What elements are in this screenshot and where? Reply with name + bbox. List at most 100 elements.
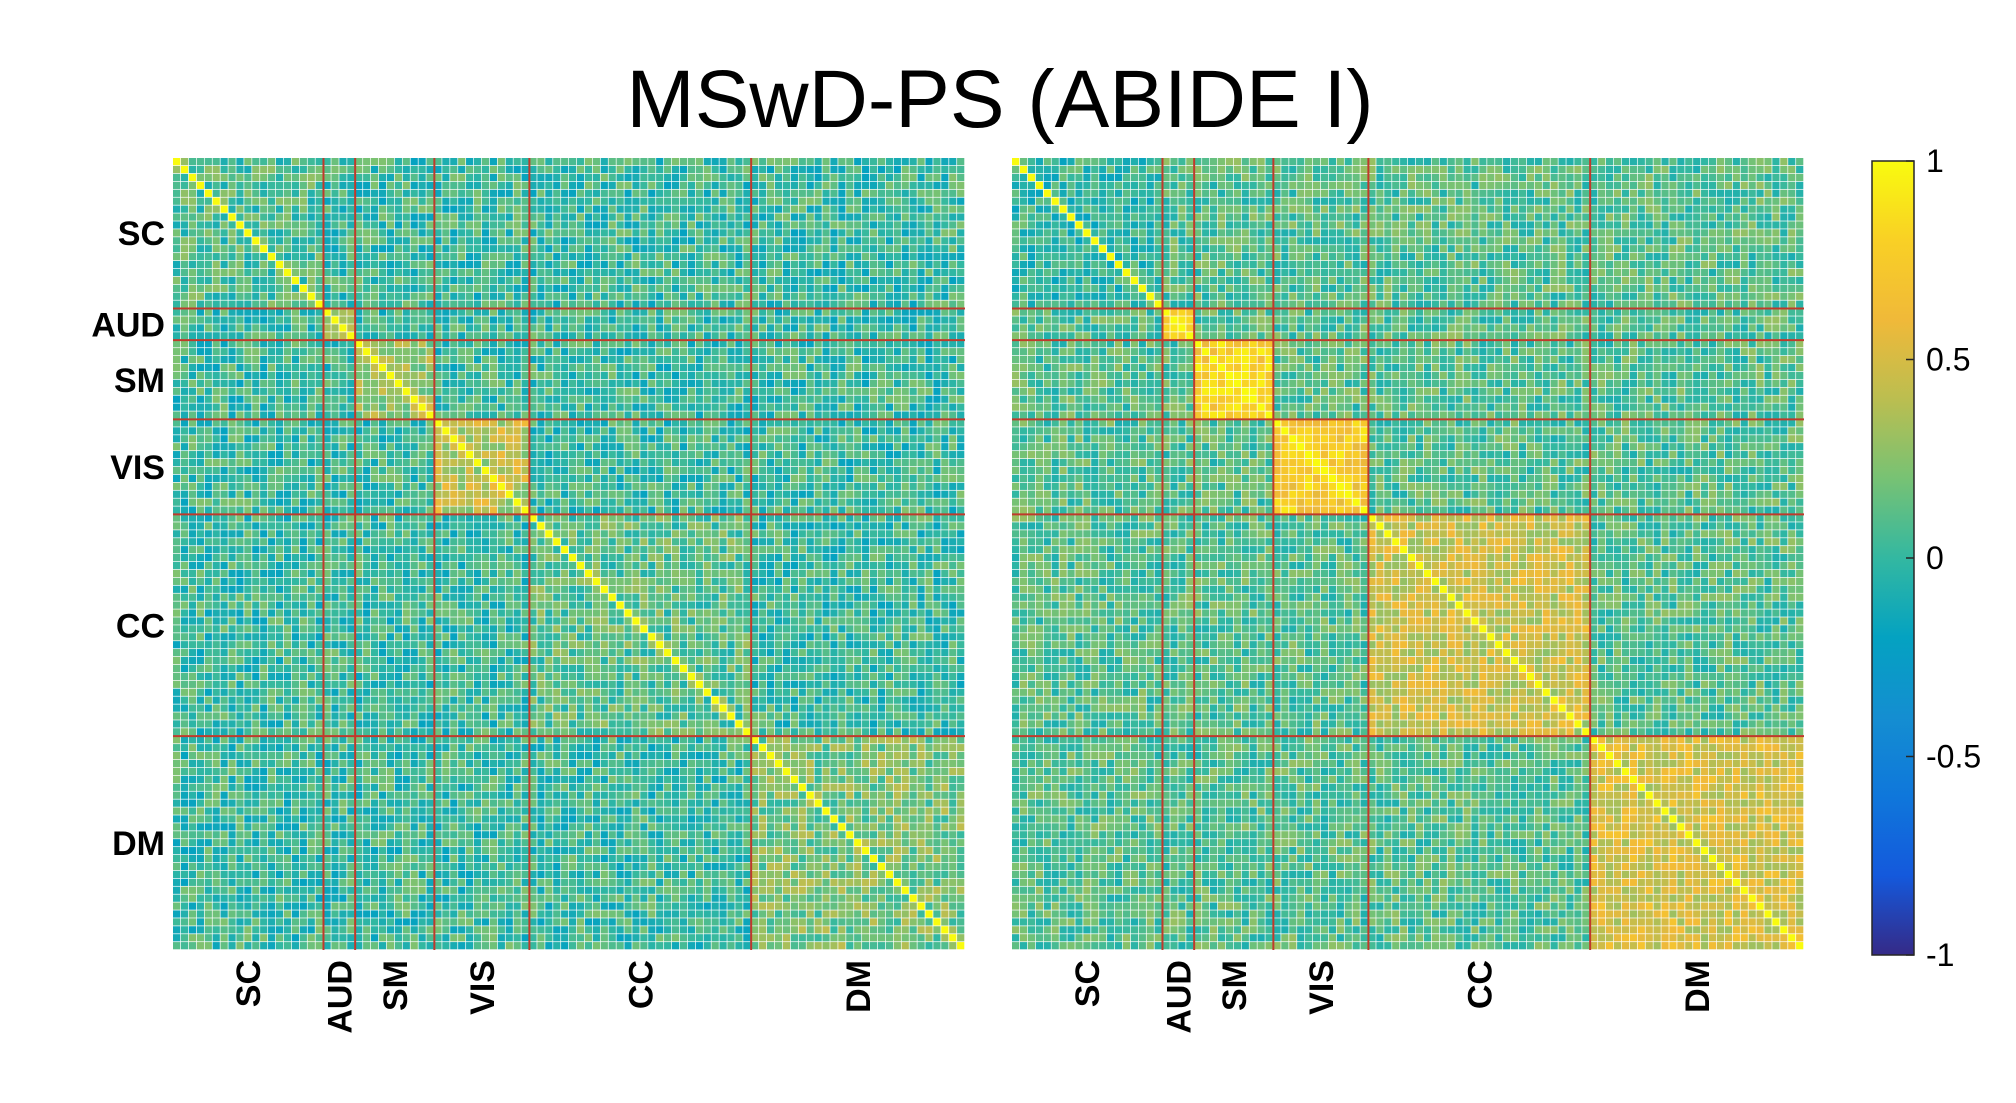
heatmap-cell (767, 538, 775, 546)
heatmap-cell (458, 458, 466, 467)
heatmap-cell (394, 324, 402, 332)
heatmap-cell (561, 514, 569, 522)
heatmap-cell (679, 205, 688, 213)
heatmap-cell (299, 530, 307, 538)
heatmap-cell (489, 308, 498, 316)
heatmap-cell (671, 498, 680, 506)
heatmap-cell (584, 482, 593, 490)
heatmap-cell (782, 403, 791, 411)
heatmap-cell (355, 348, 363, 356)
heatmap-cell (307, 371, 315, 380)
heatmap-cell (846, 356, 854, 364)
heatmap-cell (790, 158, 798, 166)
heatmap-cell (402, 189, 410, 197)
heatmap-cell (949, 395, 957, 403)
heatmap-cell (584, 530, 593, 538)
heatmap-cell (933, 276, 941, 285)
heatmap-cell (719, 458, 727, 467)
heatmap-cell (798, 530, 806, 538)
heatmap-cell (798, 451, 806, 459)
heatmap-cell (260, 514, 268, 522)
heatmap-cell (481, 316, 490, 324)
heatmap-cell (957, 308, 965, 316)
heatmap-cell (283, 451, 292, 459)
heatmap-cell (679, 276, 688, 285)
heatmap-cell (497, 522, 505, 530)
heatmap-cell (331, 340, 339, 348)
heatmap-cell (260, 324, 268, 332)
heatmap-cell (814, 482, 822, 490)
heatmap-cell (711, 403, 719, 411)
heatmap-cell (410, 324, 418, 332)
heatmap-cell (798, 332, 806, 340)
heatmap-cell (838, 316, 846, 324)
heatmap-cell (743, 379, 751, 387)
heatmap-cell (299, 435, 307, 443)
heatmap-cell (212, 268, 220, 277)
heatmap-cell (299, 379, 307, 387)
heatmap-cell (576, 284, 585, 292)
heatmap-cell (695, 300, 703, 308)
heatmap-cell (933, 403, 941, 411)
heatmap-cell (196, 308, 204, 316)
heatmap-cell (584, 253, 593, 261)
heatmap-cell (394, 165, 402, 174)
heatmap-cell (679, 181, 688, 189)
heatmap-cell (735, 395, 743, 403)
heatmap-cell (600, 158, 608, 166)
heatmap-cell (703, 514, 711, 522)
heatmap-cell (909, 490, 917, 498)
heatmap-cell (561, 205, 569, 213)
heatmap-cell (188, 387, 197, 395)
heatmap-cell (901, 165, 909, 174)
heatmap-cell (378, 419, 387, 427)
heatmap-cell (949, 173, 957, 182)
heatmap-cell (410, 165, 418, 174)
heatmap-cell (275, 546, 284, 554)
heatmap-cell (442, 435, 450, 443)
heatmap-cell (608, 276, 616, 285)
heatmap-cell (806, 466, 814, 475)
heatmap-cell (632, 189, 640, 197)
heatmap-cell (838, 213, 846, 221)
heatmap-cell (600, 403, 608, 411)
heatmap-cell (814, 427, 822, 435)
heatmap-cell (933, 332, 941, 340)
heatmap-cell (180, 371, 189, 380)
heatmap-cell (196, 514, 204, 522)
heatmap-cell (862, 490, 870, 498)
heatmap-cell (386, 451, 395, 459)
heatmap-cell (671, 308, 680, 316)
heatmap-cell (529, 221, 537, 229)
heatmap-cell (204, 205, 212, 213)
heatmap-cell (458, 363, 466, 372)
heatmap-cell (434, 538, 442, 546)
heatmap-cell (228, 363, 236, 372)
heatmap-cell (862, 173, 870, 182)
heatmap-cell (173, 387, 181, 395)
heatmap-cell (283, 443, 292, 451)
heatmap-cell (315, 253, 323, 261)
heatmap-cell (481, 158, 490, 166)
heatmap-cell (782, 490, 791, 498)
heatmap-cell (339, 395, 347, 403)
heatmap-cell (703, 363, 711, 372)
heatmap-cell (767, 379, 775, 387)
heatmap-cell (331, 165, 339, 174)
heatmap-cell (529, 530, 537, 538)
heatmap-cell (846, 340, 854, 348)
heatmap-cell (323, 538, 331, 546)
heatmap-cell (196, 498, 204, 506)
heatmap-cell (275, 443, 284, 451)
heatmap-cell (275, 197, 284, 205)
heatmap-cell (283, 427, 292, 435)
heatmap-cell (679, 158, 688, 166)
heatmap-cell (378, 490, 387, 498)
heatmap-cell (893, 300, 901, 308)
heatmap-cell (877, 538, 886, 546)
heatmap-cell (576, 522, 585, 530)
heatmap-cell (822, 158, 830, 166)
heatmap-cell (901, 379, 909, 387)
heatmap-cell (782, 268, 791, 277)
heatmap-cell (473, 348, 482, 356)
